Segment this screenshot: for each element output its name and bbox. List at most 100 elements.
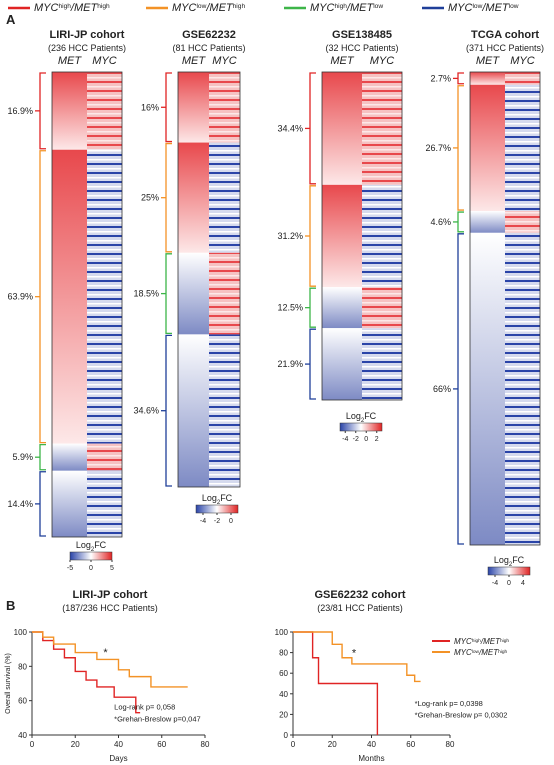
gene: MYC: [34, 2, 59, 14]
heatmap-title: LIRI-JP cohort: [50, 29, 125, 41]
colorbar: [339, 422, 383, 432]
heatmap-frame: [321, 71, 403, 401]
heatmap-frame: [469, 71, 541, 546]
x-tick-label: 40: [367, 740, 376, 749]
group-percent: 34.6%: [133, 406, 159, 416]
met-cells: [470, 72, 505, 85]
group-percent: 14.4%: [7, 499, 33, 509]
colorbar-tick-label: 5: [110, 565, 114, 572]
survival-curve: [32, 631, 188, 688]
met-cells: [470, 84, 505, 212]
y-tick-label: 80: [279, 649, 288, 658]
group-percent: 34.4%: [277, 123, 303, 133]
myc-cells: [362, 287, 402, 329]
met-cells: [52, 72, 87, 150]
group-percent: 25%: [141, 193, 159, 203]
annotation: Log-rank p= 0,058: [114, 702, 175, 711]
gene: /MET: [478, 648, 499, 657]
survival-curve: [293, 631, 379, 735]
group-bracket: [309, 287, 316, 328]
heatmap-subtitle: (371 HCC Patients): [466, 43, 544, 53]
myc-cells: [87, 443, 122, 471]
survival-curve: [293, 631, 421, 683]
group-percent: 2.7%: [430, 73, 451, 83]
myc-cells: [505, 232, 540, 545]
sub: 2: [91, 547, 95, 553]
x-tick-label: 80: [201, 740, 210, 749]
gene: /MET: [70, 2, 99, 14]
myc-cells: [209, 72, 240, 143]
annotation: *: [103, 647, 108, 659]
myc-cells: [362, 328, 402, 400]
x-tick-label: 60: [406, 740, 415, 749]
level: low: [509, 3, 519, 10]
y-tick-label: 40: [279, 690, 288, 699]
annotation: *Log-rank p= 0,0398: [415, 699, 483, 708]
level: high: [233, 3, 246, 10]
heatmap-title: GSE138485: [332, 29, 392, 41]
met-cells: [322, 328, 362, 400]
group-bracket: [309, 72, 316, 185]
met-cells: [322, 287, 362, 329]
myc-cells: [209, 252, 240, 335]
y-tick-label: 80: [18, 662, 27, 671]
gene: /MET: [481, 2, 510, 14]
column-label: MET: [330, 55, 355, 67]
colorbar-tick-label: 0: [364, 436, 368, 443]
y-tick-label: 60: [18, 697, 27, 706]
label: Log: [202, 493, 217, 503]
colorbar-tick-label: -4: [342, 436, 348, 443]
group-bracket: [457, 233, 464, 545]
heatmap-frame: [177, 71, 241, 488]
legend-label: MYClow/METlow: [448, 2, 519, 14]
colorbar: [487, 566, 531, 576]
chart-subtitle: (187/236 HCC Patients): [62, 603, 158, 613]
x-tick-label: 40: [114, 740, 123, 749]
legend-label: MYChigh/METlow: [310, 2, 383, 14]
colorbar-label: Log2FC: [76, 540, 107, 553]
level: high: [500, 638, 509, 644]
label: Log: [494, 555, 509, 565]
level: high: [58, 3, 71, 10]
group-percent: 16%: [141, 102, 159, 112]
met-cells: [322, 72, 362, 185]
group-bracket: [457, 211, 464, 233]
level: high: [97, 3, 110, 10]
myc-cells: [209, 142, 240, 253]
y-tick-label: 100: [14, 628, 28, 637]
gene: MYC: [172, 2, 197, 14]
x-axis-label: Months: [358, 754, 384, 763]
myc-cells: [362, 72, 402, 185]
column-label: MYC: [212, 55, 237, 67]
sub: 2: [361, 418, 365, 424]
met-cells: [470, 232, 505, 545]
myc-cells: [87, 470, 122, 537]
group-bracket: [39, 471, 46, 537]
level: low: [472, 3, 482, 10]
group-percent: 18.5%: [133, 289, 159, 299]
colorbar-tick-label: 0: [89, 565, 93, 572]
gene: MYC: [310, 2, 335, 14]
panel-label: A: [6, 12, 16, 27]
group-percent: 5.9%: [12, 452, 33, 462]
colorbar: [69, 551, 113, 561]
legend-label: MYClow/METhigh: [454, 648, 507, 657]
gene: /MET: [346, 2, 375, 14]
legend-label: MYChigh/METhigh: [454, 637, 509, 646]
colorbar-label: Log2FC: [494, 555, 525, 568]
group-percent: 12.5%: [277, 303, 303, 313]
group-percent: 16.9%: [7, 106, 33, 116]
met-cells: [178, 252, 209, 335]
group-bracket: [457, 85, 464, 211]
legend-label: MYChigh/METhigh: [34, 2, 110, 14]
group-bracket: [457, 72, 464, 85]
level: high: [334, 3, 347, 10]
x-tick-label: 20: [328, 740, 337, 749]
annotation: *Grehan-Breslow p= 0,0302: [415, 710, 508, 719]
annotation: *: [352, 648, 357, 660]
chart-title: GSE62232 cohort: [314, 589, 405, 601]
heatmap-title: GSE62232: [182, 29, 236, 41]
colorbar-tick-label: -2: [214, 518, 220, 525]
group-bracket: [165, 334, 172, 487]
